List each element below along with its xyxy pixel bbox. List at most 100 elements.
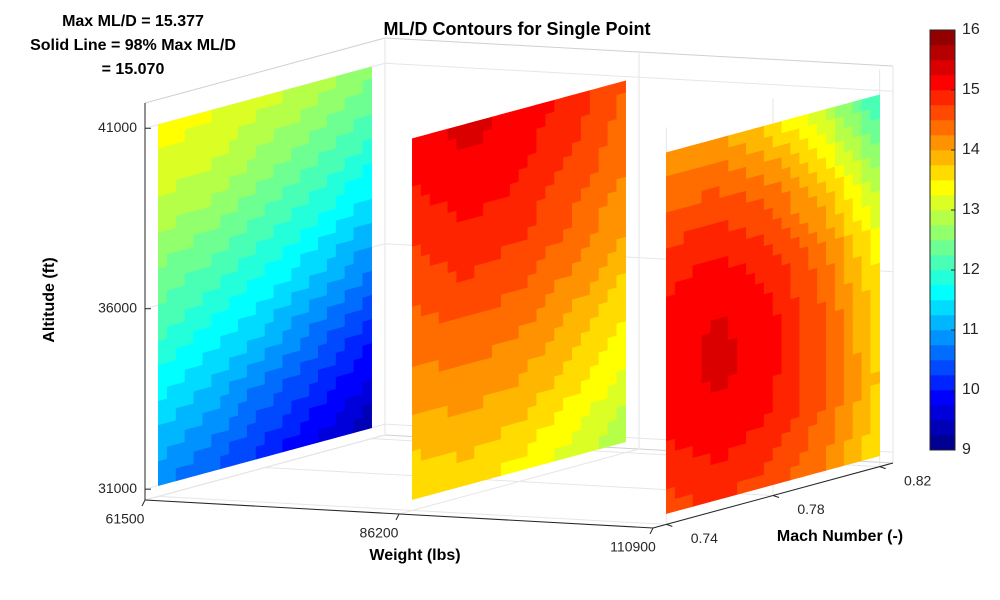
x-tick (649, 527, 654, 535)
contour-cell (580, 438, 591, 455)
colorbar-tick-label: 11 (962, 321, 979, 338)
contour-cell (545, 448, 555, 464)
x-tick-label: 86200 (360, 525, 399, 541)
x-tick-label: 61500 (106, 511, 145, 527)
annotation: Solid Line = 98% Max ML/D (30, 37, 236, 54)
contour-cell (483, 465, 493, 481)
colorbar-band (930, 390, 955, 406)
contour-cell (353, 417, 364, 433)
box-edge (144, 37, 386, 104)
contour-cell (781, 467, 792, 483)
colorbar-band (930, 180, 955, 196)
colorbar-band (930, 405, 955, 421)
contour-cell (728, 481, 738, 498)
contour-cell (790, 465, 800, 481)
contour-cell (220, 453, 230, 470)
contour-cell (527, 453, 538, 469)
colorbar-band (930, 420, 955, 436)
y-tick (772, 495, 780, 498)
x-axis (144, 499, 654, 529)
contour-cell (710, 486, 720, 502)
y-axis (652, 462, 894, 529)
colorbar-band (930, 90, 955, 106)
colorbar-band (930, 300, 955, 316)
contour-cell (335, 422, 346, 438)
x-axis-title: Weight (lbs) (369, 547, 460, 564)
contour-cell (326, 424, 337, 441)
colorbar-tick-label: 12 (962, 261, 980, 278)
contour-cell (291, 434, 301, 450)
z-axis-title: Altitude (ft) (41, 257, 58, 342)
contour-cell (344, 420, 355, 436)
slice (158, 66, 372, 486)
contour-cell (843, 450, 854, 466)
contour-cell (834, 452, 845, 469)
contour-cell (412, 484, 422, 500)
slice (412, 80, 626, 500)
contour-cell (607, 431, 618, 447)
slice (666, 94, 880, 514)
contour-cell (158, 470, 168, 486)
contour-cell (852, 448, 863, 464)
x-tick (395, 513, 400, 521)
z-tick-label: 36000 (98, 299, 137, 315)
colorbar-band (930, 225, 955, 241)
z-tick-label: 41000 (98, 119, 137, 135)
contour-cell (273, 439, 284, 455)
colorbar-band (930, 165, 955, 181)
contour-cell (492, 463, 502, 479)
contour-cell (589, 436, 600, 452)
y-tick-label: 0.82 (904, 472, 931, 488)
contour-cell (746, 477, 756, 493)
contour-cell (763, 472, 774, 488)
colorbar-band (930, 435, 955, 451)
contour-cell (536, 451, 546, 467)
contour-cell (438, 477, 449, 493)
chart-title: ML/D Contours for Single Point (384, 19, 651, 39)
contour-cell (175, 465, 186, 482)
colorbar-band (930, 240, 955, 256)
y-tick-label: 0.78 (797, 501, 824, 517)
grid-line (158, 495, 667, 525)
y-tick-label: 0.74 (691, 530, 718, 546)
contour-cell (737, 479, 747, 495)
colorbar-band (930, 150, 955, 166)
contour-cell (509, 458, 520, 474)
contour-cell (300, 432, 310, 448)
contour-cell (238, 449, 248, 465)
annotation: Max ML/D = 15.377 (62, 13, 204, 30)
contour-cell (500, 460, 511, 476)
contour-cell (465, 470, 475, 486)
contour-cell (572, 441, 582, 457)
contour-cell (518, 455, 529, 472)
contour-cell (264, 441, 275, 458)
contour-cell (474, 467, 484, 484)
contour-cell (211, 456, 221, 472)
contour-cell (701, 489, 712, 505)
contour-cell (246, 446, 257, 462)
colorbar-band (930, 135, 955, 151)
colorbar-band (930, 195, 955, 211)
x-tick-label: 110900 (610, 539, 656, 555)
colorbar-band (930, 345, 955, 361)
colorbar-band (930, 105, 955, 121)
colorbar-tick-label: 15 (962, 81, 980, 98)
contour-cell (666, 498, 676, 514)
colorbar-band (930, 255, 955, 271)
colorbar-band (930, 285, 955, 301)
colorbar-tick-label: 13 (962, 201, 980, 218)
contour-cell (318, 427, 328, 443)
contour-cell (282, 437, 292, 453)
colorbar-tick-label: 14 (962, 141, 980, 158)
colorbar-tick-label: 16 (962, 21, 980, 38)
contour-cell (456, 472, 466, 488)
contour-cell (754, 474, 765, 490)
contour-cell (563, 443, 573, 460)
colorbar-band (930, 270, 955, 286)
y-axis-title: Mach Number (-) (777, 528, 903, 545)
contour-cell (166, 468, 177, 484)
colorbar-frame (929, 29, 956, 451)
contour-cell (826, 455, 836, 471)
